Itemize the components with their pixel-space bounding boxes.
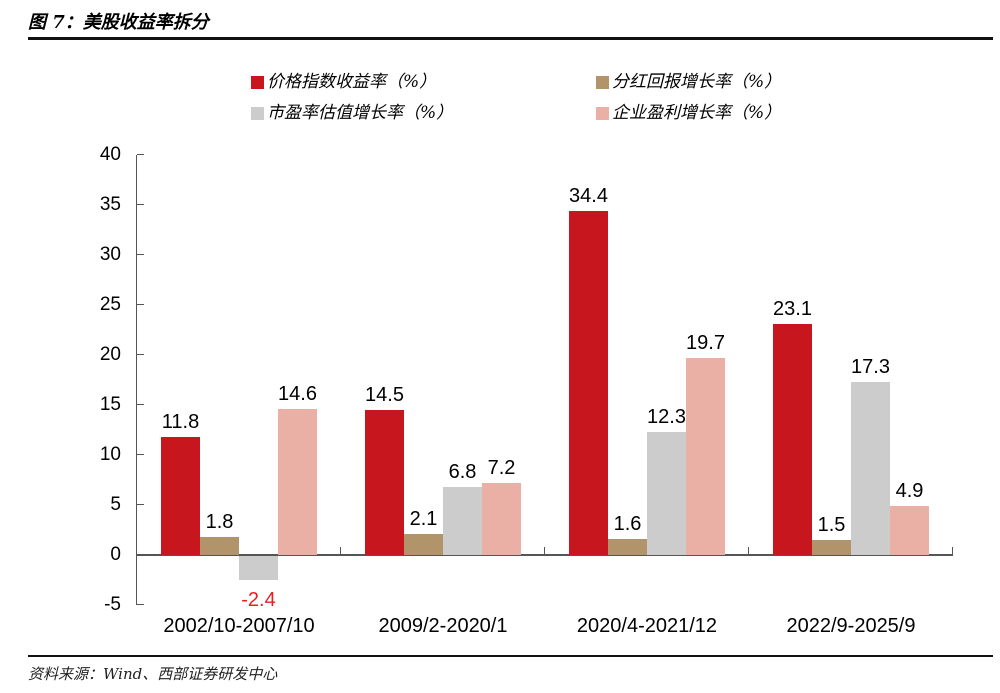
x-axis-category-label: 2002/10-2007/10 [163,615,315,637]
x-axis-tick [340,546,342,555]
y-axis-tick [137,154,144,156]
legend-swatch [251,107,264,120]
y-axis-tick [137,354,144,356]
source-note: 资料来源：Wind、西部证券研发中心 [28,665,278,683]
y-axis-tick [137,554,144,556]
legend-label: 企业盈利增长率（%） [612,103,782,123]
y-axis-tick-label: 0 [110,543,121,565]
x-axis-tick [952,546,954,555]
bar-value-label: 12.3 [647,405,686,428]
x-axis-category-label: 2009/2-2020/1 [378,615,508,637]
x-axis-category-label: 2020/4-2021/12 [576,615,718,637]
bar [482,482,521,555]
bar-value-label: 14.5 [365,383,404,406]
y-axis-tick-label: 5 [110,493,121,515]
x-axis-tick [748,546,750,555]
bar-value-label: 7.2 [487,456,516,479]
bar [608,538,647,555]
bar [161,436,200,555]
bar-value-label: 19.7 [686,331,725,354]
bar [365,409,404,555]
bar [239,555,278,580]
bar-value-label: 6.8 [448,460,477,483]
legend-label: 分红回报增长率（%） [612,72,782,92]
y-axis-tick [137,204,144,206]
legend-item: 市盈率估值增长率（%） [251,104,453,123]
legend-item: 分红回报增长率（%） [596,73,781,92]
y-axis-tick-label: 10 [99,443,121,465]
bar [647,431,686,555]
legend-swatch [251,76,264,89]
footer-divider [28,655,993,657]
legend-label: 市盈率估值增长率（%） [267,103,454,123]
legend-swatch [596,76,609,89]
bar [812,539,851,555]
bar-value-label: 1.6 [613,512,642,535]
bar-value-label: 14.6 [278,382,317,405]
y-axis-line [135,154,137,605]
bar [200,536,239,555]
y-axis-tick [137,304,144,306]
bar-value-label: 11.8 [161,410,200,433]
bar [443,486,482,555]
bar [890,505,929,555]
y-axis-tick [137,504,144,506]
bar [773,323,812,555]
bar [686,357,725,555]
legend-item: 企业盈利增长率（%） [596,104,781,123]
bar-value-label: 1.8 [205,510,234,533]
y-axis-tick-label: 35 [99,193,121,215]
y-axis-tick-label: 25 [99,293,121,315]
y-axis-tick-label: -5 [104,593,121,615]
bar [569,210,608,555]
x-axis-tick [544,546,546,555]
bar-value-label: 2.1 [409,507,438,530]
x-axis-category-label: 2022/9-2025/9 [786,615,916,637]
bar-value-label: 1.5 [817,513,846,536]
bar-value-label: -2.4 [241,588,276,611]
y-axis-tick [137,454,144,456]
y-axis-tick [137,604,144,606]
legend-item: 价格指数收益率（%） [251,73,436,92]
y-axis-tick-label: 30 [99,243,121,265]
legend-label: 价格指数收益率（%） [267,72,437,92]
bar-value-label: 34.4 [569,184,608,207]
bar-value-label: 4.9 [895,479,924,502]
bar [404,533,443,555]
y-axis-tick [137,404,144,406]
y-axis-tick [137,254,144,256]
legend-swatch [596,107,609,120]
x-axis-line [135,554,953,556]
bar-value-label: 17.3 [851,355,890,378]
bar-value-label: 23.1 [773,297,812,320]
y-axis-tick-label: 40 [99,143,121,165]
y-axis-tick-label: 15 [99,393,121,415]
figure-title: 图 7：美股收益率拆分 [28,12,209,33]
title-divider [28,37,993,40]
bar [278,408,317,555]
y-axis-tick-label: 20 [99,343,121,365]
bar [851,381,890,555]
